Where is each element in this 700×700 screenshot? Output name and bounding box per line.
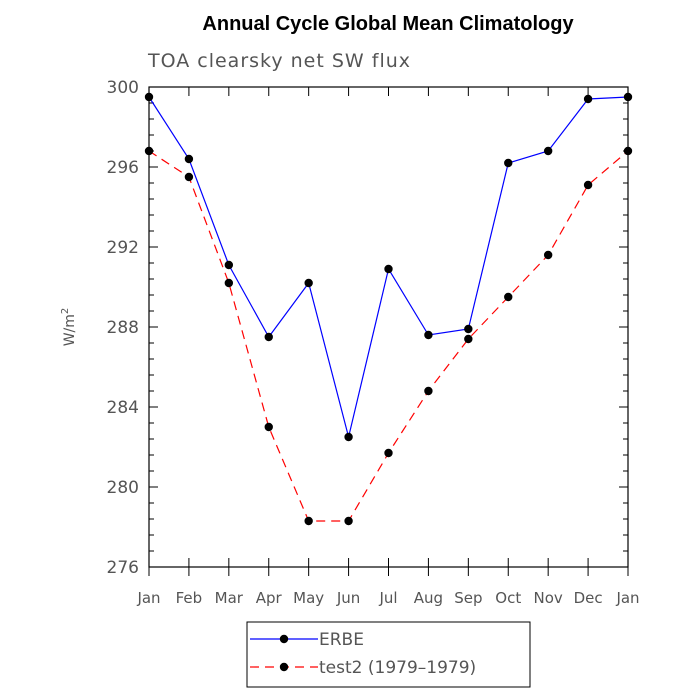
x-tick-label: Jun	[336, 589, 360, 607]
x-tick-label: Jul	[378, 589, 397, 607]
x-tick-label: Dec	[574, 589, 603, 607]
data-point	[224, 278, 234, 288]
x-tick-label: Nov	[534, 589, 563, 607]
data-point	[184, 154, 194, 164]
y-tick-label: 276	[107, 558, 139, 578]
y-tick-label: 288	[107, 318, 139, 338]
y-axis-label: W/m2	[60, 308, 78, 347]
data-point	[424, 386, 433, 396]
x-tick-label: Jan	[615, 589, 639, 607]
legend-marker	[279, 662, 289, 672]
data-point	[304, 516, 313, 526]
y-tick-label: 284	[107, 398, 139, 418]
data-point	[264, 422, 273, 432]
plot-frame	[148, 86, 629, 568]
data-point	[144, 92, 154, 102]
data-point	[304, 278, 313, 288]
y-tick-label: 280	[107, 478, 139, 498]
x-tick-label: Aug	[414, 589, 443, 607]
x-tick-label: Mar	[215, 589, 244, 607]
data-point	[384, 448, 393, 458]
data-point	[344, 516, 353, 526]
data-point	[543, 250, 553, 260]
data-point	[424, 330, 433, 340]
data-point	[184, 172, 194, 182]
data-point	[264, 332, 273, 342]
plot-series	[144, 92, 633, 526]
y-tick-label: 296	[107, 158, 139, 178]
x-tick-label: May	[293, 589, 324, 607]
legend: ERBE test2 (1979–1979)	[246, 621, 531, 688]
series-line	[148, 150, 629, 522]
chart-subtitle: TOA clearsky net SW flux	[147, 50, 411, 72]
legend-marker	[279, 634, 289, 644]
y-tick-label: 300	[107, 78, 139, 98]
data-point	[344, 432, 353, 442]
data-point	[464, 324, 473, 334]
y-tick-label: 292	[107, 238, 139, 258]
data-point	[583, 180, 593, 190]
x-tick-label: Oct	[495, 589, 521, 607]
y-axis-label-superscript: 2	[60, 308, 71, 314]
legend-label: test2 (1979–1979)	[319, 658, 476, 678]
data-point	[384, 264, 393, 274]
x-tick-label: Sep	[454, 589, 482, 607]
data-point	[623, 92, 633, 102]
axes: 276 280 284 288 292 296 300 Jan Feb Mar Apr May Jun J…	[107, 78, 640, 607]
data-point	[543, 146, 553, 156]
legend-label: ERBE	[319, 630, 364, 650]
series-2	[144, 146, 633, 526]
x-tick-label: Jan	[136, 589, 160, 607]
legend-box	[246, 621, 531, 688]
y-axis-label-text: W/m	[62, 314, 78, 346]
data-point	[504, 158, 513, 168]
data-point	[224, 260, 234, 270]
data-point	[144, 146, 154, 156]
series-1	[144, 92, 633, 442]
data-point	[504, 292, 513, 302]
x-tick-label: Apr	[256, 589, 283, 607]
x-tick-label: Feb	[176, 589, 203, 607]
chart-title: Annual Cycle Global Mean Climatology	[202, 13, 574, 35]
data-point	[583, 94, 593, 104]
data-point	[623, 146, 633, 156]
data-point	[464, 334, 473, 344]
